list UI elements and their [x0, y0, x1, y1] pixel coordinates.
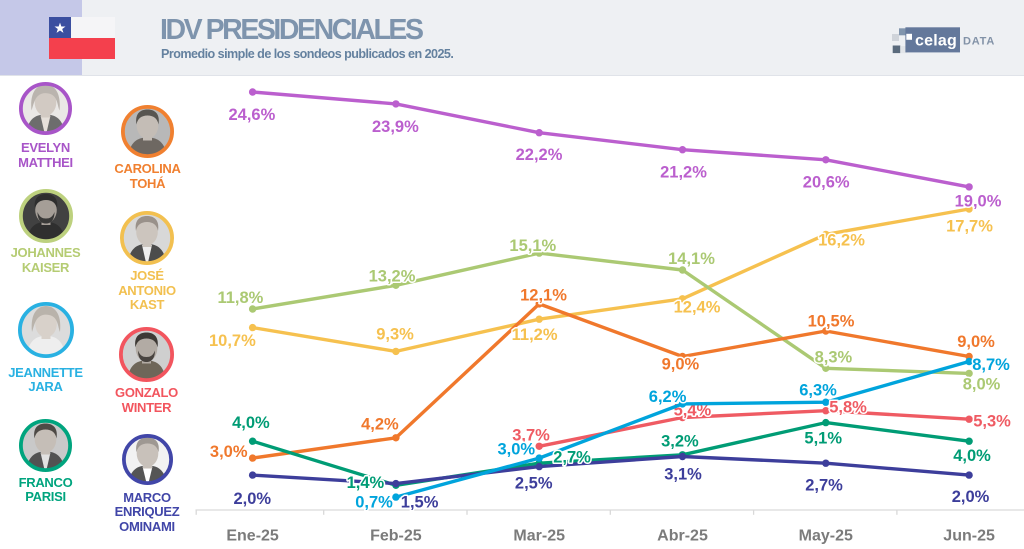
svg-text:11,2%: 11,2% — [512, 326, 558, 344]
svg-text:5,1%: 5,1% — [804, 429, 842, 447]
svg-text:12,1%: 12,1% — [520, 287, 567, 305]
svg-text:2,7%: 2,7% — [805, 477, 843, 495]
svg-text:24,6%: 24,6% — [229, 106, 276, 124]
svg-text:May-25: May-25 — [799, 528, 853, 545]
svg-text:0,7%: 0,7% — [355, 494, 393, 512]
svg-text:22,2%: 22,2% — [516, 146, 563, 164]
svg-text:5,3%: 5,3% — [973, 413, 1011, 431]
svg-text:4,0%: 4,0% — [953, 447, 991, 465]
svg-text:Mar-25: Mar-25 — [513, 528, 565, 545]
svg-text:8,0%: 8,0% — [963, 376, 1001, 394]
svg-text:3,1%: 3,1% — [664, 466, 702, 484]
svg-text:4,0%: 4,0% — [232, 414, 270, 432]
svg-text:10,7%: 10,7% — [209, 332, 256, 350]
svg-text:2,0%: 2,0% — [233, 490, 271, 508]
svg-text:12,4%: 12,4% — [674, 299, 721, 317]
svg-text:Abr-25: Abr-25 — [657, 528, 708, 545]
svg-text:14,1%: 14,1% — [668, 250, 715, 268]
svg-text:9,3%: 9,3% — [376, 326, 414, 344]
svg-text:16,2%: 16,2% — [818, 232, 865, 250]
svg-text:3,0%: 3,0% — [210, 443, 248, 461]
svg-text:6,2%: 6,2% — [649, 388, 687, 406]
svg-text:8,7%: 8,7% — [972, 356, 1010, 374]
svg-text:Jun-25: Jun-25 — [943, 528, 995, 545]
svg-text:3,0%: 3,0% — [497, 440, 535, 458]
svg-text:celag: celag — [915, 33, 957, 50]
svg-text:3,7%: 3,7% — [512, 426, 550, 444]
svg-text:2,7%: 2,7% — [553, 448, 591, 466]
svg-text:5,8%: 5,8% — [829, 398, 867, 416]
svg-text:2,5%: 2,5% — [515, 474, 553, 492]
svg-text:9,0%: 9,0% — [662, 356, 700, 374]
svg-text:10,5%: 10,5% — [808, 313, 855, 331]
svg-text:9,0%: 9,0% — [957, 333, 995, 351]
svg-text:2,0%: 2,0% — [952, 488, 990, 506]
svg-text:Feb-25: Feb-25 — [370, 528, 422, 545]
svg-text:3,2%: 3,2% — [661, 433, 699, 451]
svg-text:23,9%: 23,9% — [372, 118, 419, 136]
svg-text:11,8%: 11,8% — [217, 289, 263, 307]
svg-text:6,3%: 6,3% — [799, 381, 837, 399]
svg-text:Ene-25: Ene-25 — [226, 528, 279, 545]
svg-text:19,0%: 19,0% — [955, 193, 1002, 211]
svg-text:4,2%: 4,2% — [361, 415, 399, 433]
svg-text:20,6%: 20,6% — [803, 174, 850, 192]
svg-text:1,4%: 1,4% — [347, 474, 385, 492]
svg-text:1,5%: 1,5% — [401, 494, 439, 512]
svg-text:8,3%: 8,3% — [815, 349, 853, 367]
svg-text:13,2%: 13,2% — [369, 267, 416, 285]
svg-text:15,1%: 15,1% — [509, 237, 556, 255]
svg-text:DATA: DATA — [963, 35, 995, 47]
svg-text:17,7%: 17,7% — [946, 218, 993, 236]
svg-text:21,2%: 21,2% — [660, 163, 707, 181]
